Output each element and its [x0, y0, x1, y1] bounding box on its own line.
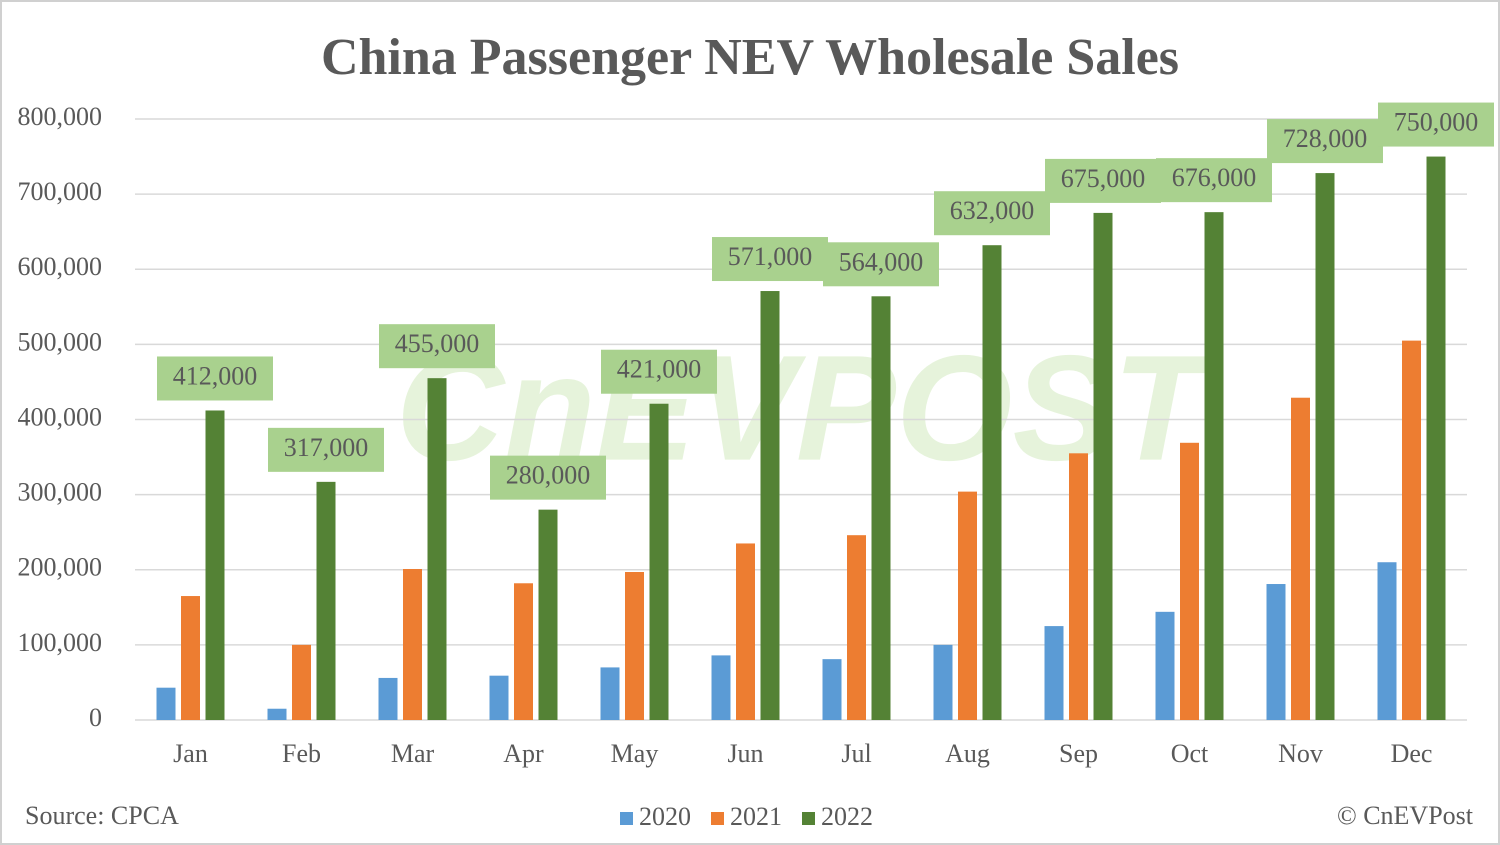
- y-tick-label: 800,000: [18, 102, 103, 131]
- legend-swatch: [711, 812, 724, 825]
- legend-swatch: [620, 812, 633, 825]
- x-tick-label: Aug: [945, 739, 990, 768]
- y-tick-label: 500,000: [18, 327, 103, 356]
- bar: [316, 481, 336, 720]
- bar: [427, 378, 447, 720]
- bar: [1155, 611, 1175, 720]
- bar: [1426, 156, 1446, 720]
- data-label: 676,000: [1172, 163, 1257, 192]
- x-tick-label: Mar: [391, 739, 435, 768]
- bar: [1266, 584, 1286, 720]
- bar: [600, 667, 620, 720]
- bar: [1377, 562, 1397, 720]
- data-label-box: [490, 455, 606, 500]
- data-label: 675,000: [1061, 164, 1146, 193]
- data-label: 280,000: [506, 461, 591, 490]
- x-tick-label: Nov: [1278, 739, 1323, 768]
- x-tick-label: Jan: [173, 739, 208, 768]
- x-tick-label: Jul: [841, 739, 871, 768]
- legend-swatch: [802, 812, 815, 825]
- bar: [156, 687, 176, 720]
- bar: [760, 291, 780, 720]
- data-label: 571,000: [728, 242, 813, 271]
- data-label-box: [1045, 158, 1161, 203]
- bar: [822, 659, 842, 720]
- bar: [205, 410, 225, 720]
- bar: [1204, 212, 1224, 720]
- bar: [649, 403, 669, 720]
- data-label-box: [268, 427, 384, 472]
- data-label: 564,000: [839, 247, 924, 276]
- data-label-box: [1156, 158, 1272, 203]
- bar: [847, 535, 866, 720]
- bar: [514, 583, 533, 720]
- data-label: 728,000: [1283, 124, 1368, 153]
- bar: [1315, 173, 1335, 721]
- legend-label: 2021: [730, 802, 782, 831]
- x-tick-label: Apr: [503, 739, 544, 768]
- data-label-box: [934, 191, 1050, 236]
- x-tick-label: May: [611, 739, 659, 768]
- y-tick-label: 100,000: [18, 628, 103, 657]
- bar: [1291, 397, 1310, 720]
- bar: [292, 644, 311, 720]
- x-tick-label: Dec: [1391, 739, 1433, 768]
- y-tick-label: 0: [89, 703, 102, 732]
- bar: [1402, 340, 1421, 720]
- x-tick-label: Jun: [727, 739, 763, 768]
- data-label: 421,000: [617, 355, 702, 384]
- bar: [1069, 453, 1088, 720]
- data-label: 317,000: [284, 433, 369, 462]
- bar: [982, 245, 1002, 720]
- chart-title: China Passenger NEV Wholesale Sales: [321, 29, 1179, 86]
- bar: [1180, 442, 1199, 720]
- source: Source: CPCA: [25, 801, 179, 830]
- y-tick-label: 600,000: [18, 252, 103, 281]
- y-tick-label: 300,000: [18, 478, 103, 507]
- y-tick-label: 400,000: [18, 402, 103, 431]
- bar: [871, 296, 891, 720]
- bar: [267, 708, 287, 720]
- y-tick-label: 700,000: [18, 177, 103, 206]
- bar: [1093, 212, 1113, 720]
- data-label-box: [157, 356, 273, 401]
- data-label: 455,000: [395, 329, 480, 358]
- bar: [1044, 626, 1064, 720]
- data-label-box: [601, 349, 717, 394]
- bar: [378, 677, 398, 720]
- bar: [933, 644, 953, 720]
- credit: © CnEVPost: [1337, 801, 1474, 830]
- data-label-box: [712, 237, 828, 282]
- bar: [625, 572, 644, 720]
- legend-label: 2020: [639, 802, 691, 831]
- bar: [736, 543, 755, 720]
- bar: [403, 568, 422, 720]
- bar: [958, 491, 977, 720]
- data-label: 632,000: [950, 196, 1035, 225]
- bar: [538, 509, 558, 720]
- bar: [711, 655, 731, 720]
- legend-label: 2022: [821, 802, 873, 831]
- bar: [489, 675, 509, 720]
- bar: [181, 596, 200, 720]
- data-label-box: [823, 242, 939, 287]
- x-tick-label: Feb: [282, 739, 321, 768]
- data-label-box: [379, 324, 495, 369]
- data-label: 412,000: [173, 361, 258, 390]
- data-label-box: [1267, 119, 1383, 164]
- x-tick-label: Oct: [1171, 739, 1209, 768]
- x-tick-label: Sep: [1059, 739, 1098, 768]
- y-tick-label: 200,000: [18, 553, 103, 582]
- data-label-box: [1378, 102, 1494, 147]
- data-label: 750,000: [1394, 108, 1479, 137]
